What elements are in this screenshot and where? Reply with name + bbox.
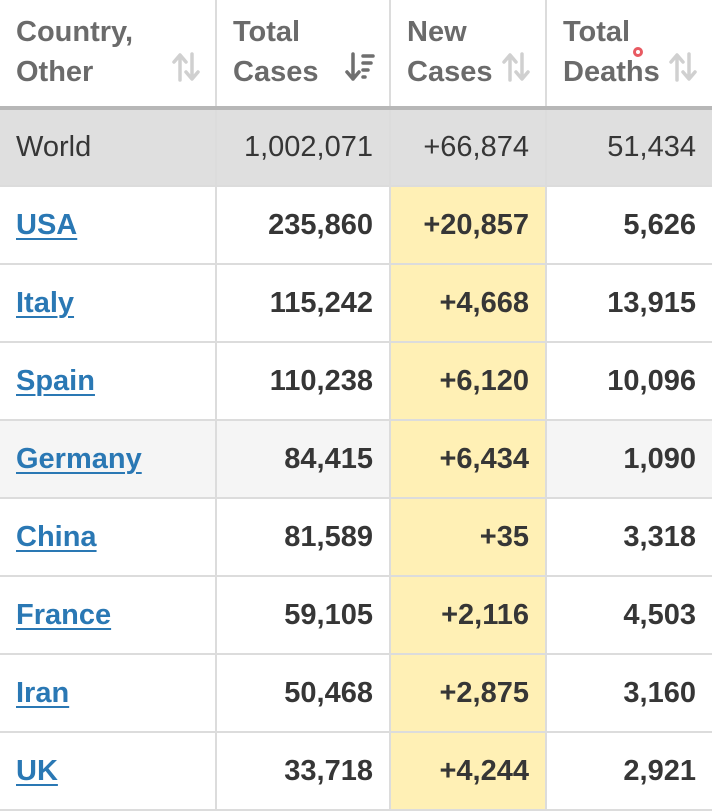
total-deaths-cell: 4,503 [546, 576, 712, 655]
total-deaths-cell: 3,318 [546, 498, 712, 577]
new-cases-cell: +20,857 [390, 186, 547, 265]
table-row: USA 235,860 +20,857 5,626 [0, 186, 712, 265]
new-cases-cell: +4,668 [390, 264, 547, 343]
new-cases-cell: +6,434 [390, 420, 547, 499]
header-total-cases-line2: Cases [233, 56, 319, 88]
world-total-deaths: 51,434 [546, 108, 712, 187]
country-link[interactable]: Germany [16, 442, 142, 475]
notification-dot-icon [631, 45, 645, 59]
country-link[interactable]: Italy [16, 286, 75, 319]
country-link[interactable]: France [16, 598, 112, 631]
table-header: Country, Other Total Cases New Cases [0, 0, 712, 110]
total-deaths-cell: 3,160 [546, 654, 712, 733]
table-row: Spain 110,238 +6,120 10,096 [0, 342, 712, 421]
total-deaths-cell: 10,096 [546, 342, 712, 421]
total-cases-cell: 50,468 [216, 654, 391, 733]
country-link[interactable]: UK [16, 754, 58, 787]
header-total-deaths[interactable]: Total Deaths [546, 0, 712, 110]
total-deaths-cell: 13,915 [546, 264, 712, 343]
table-row: France 59,105 +2,116 4,503 [0, 576, 712, 655]
new-cases-cell: +6,120 [390, 342, 547, 421]
total-deaths-cell: 2,921 [546, 732, 712, 811]
header-total-deaths-line2: Deaths [563, 56, 660, 88]
world-label: World [0, 108, 217, 187]
total-cases-cell: 115,242 [216, 264, 391, 343]
world-new-cases: +66,874 [390, 108, 547, 187]
total-cases-cell: 59,105 [216, 576, 391, 655]
header-country-label-line1: Country, [16, 16, 134, 48]
total-cases-cell: 235,860 [216, 186, 391, 265]
table-row: Italy 115,242 +4,668 13,915 [0, 264, 712, 343]
sort-arrows-icon[interactable] [171, 50, 201, 84]
total-cases-cell: 84,415 [216, 420, 391, 499]
country-link[interactable]: China [16, 520, 97, 553]
total-cases-cell: 33,718 [216, 732, 391, 811]
table-row: China 81,589 +35 3,318 [0, 498, 712, 577]
world-total-cases: 1,002,071 [216, 108, 391, 187]
header-total-cases-line1: Total [233, 16, 301, 48]
world-total-row: World 1,002,071 +66,874 51,434 [0, 108, 712, 187]
header-total-cases[interactable]: Total Cases [216, 0, 391, 110]
total-cases-cell: 110,238 [216, 342, 391, 421]
total-deaths-cell: 5,626 [546, 186, 712, 265]
header-row: Country, Other Total Cases New Cases [0, 0, 712, 110]
header-total-deaths-line1: Total [563, 16, 631, 48]
table-body: World 1,002,071 +66,874 51,434 USA 235,8… [0, 108, 712, 811]
sort-arrows-icon[interactable] [501, 50, 531, 84]
header-new-cases-line1: New [407, 16, 467, 48]
header-new-cases[interactable]: New Cases [390, 0, 547, 110]
country-link[interactable]: Iran [16, 676, 70, 709]
new-cases-cell: +2,116 [390, 576, 547, 655]
country-link[interactable]: Spain [16, 364, 95, 397]
header-country-other[interactable]: Country, Other [0, 0, 217, 110]
table-row: Iran 50,468 +2,875 3,160 [0, 654, 712, 733]
total-deaths-cell: 1,090 [546, 420, 712, 499]
new-cases-cell: +4,244 [390, 732, 547, 811]
table-row: Germany 84,415 +6,434 1,090 [0, 420, 712, 499]
country-link[interactable]: USA [16, 208, 78, 241]
sort-descending-icon[interactable] [345, 50, 375, 84]
new-cases-cell: +2,875 [390, 654, 547, 733]
total-cases-cell: 81,589 [216, 498, 391, 577]
header-new-cases-line2: Cases [407, 56, 493, 88]
table-row: UK 33,718 +4,244 2,921 [0, 732, 712, 811]
header-country-label-line2: Other [16, 56, 94, 88]
new-cases-cell: +35 [390, 498, 547, 577]
sort-arrows-icon[interactable] [668, 50, 698, 84]
